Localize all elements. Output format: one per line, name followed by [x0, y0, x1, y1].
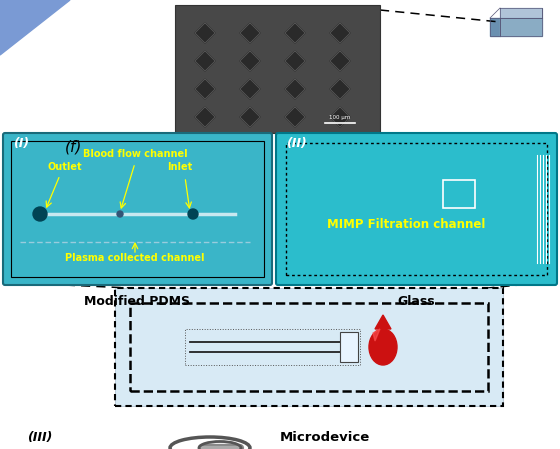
- Polygon shape: [500, 18, 542, 36]
- Polygon shape: [330, 23, 350, 43]
- Ellipse shape: [369, 329, 397, 365]
- Polygon shape: [285, 23, 305, 43]
- Circle shape: [33, 207, 47, 221]
- Text: Blood flow channel: Blood flow channel: [83, 149, 187, 159]
- Circle shape: [188, 209, 198, 219]
- Polygon shape: [330, 51, 350, 71]
- Text: MIMP Filtration channel: MIMP Filtration channel: [327, 218, 485, 231]
- Text: Outlet: Outlet: [47, 162, 82, 172]
- Text: Inlet: Inlet: [167, 162, 193, 172]
- Bar: [115, 288, 503, 406]
- Bar: [130, 303, 488, 391]
- Text: (III): (III): [27, 431, 53, 444]
- Polygon shape: [195, 79, 215, 99]
- Polygon shape: [0, 0, 70, 55]
- Polygon shape: [500, 8, 542, 18]
- Text: Microdevice: Microdevice: [280, 431, 370, 444]
- Bar: [115, 288, 503, 406]
- Polygon shape: [373, 329, 380, 341]
- Bar: [185, 329, 360, 365]
- Text: Plasma collected channel: Plasma collected channel: [66, 253, 205, 263]
- Bar: [340, 332, 358, 362]
- Text: Glass: Glass: [397, 295, 435, 308]
- Polygon shape: [330, 107, 350, 127]
- Polygon shape: [240, 107, 260, 127]
- Text: 100 μm: 100 μm: [329, 115, 351, 120]
- Polygon shape: [240, 79, 260, 99]
- Bar: [443, 180, 475, 208]
- Text: Modified PDMS: Modified PDMS: [84, 295, 190, 308]
- Text: (II): (II): [286, 137, 307, 150]
- Polygon shape: [490, 18, 500, 36]
- Polygon shape: [195, 51, 215, 71]
- Polygon shape: [330, 79, 350, 99]
- Polygon shape: [285, 107, 305, 127]
- Text: (f): (f): [65, 140, 82, 155]
- Polygon shape: [195, 107, 215, 127]
- Polygon shape: [195, 23, 215, 43]
- Bar: [175, 5, 380, 133]
- FancyBboxPatch shape: [276, 133, 557, 285]
- Polygon shape: [240, 23, 260, 43]
- FancyBboxPatch shape: [3, 133, 272, 285]
- Polygon shape: [285, 51, 305, 71]
- Polygon shape: [240, 51, 260, 71]
- Polygon shape: [285, 79, 305, 99]
- Circle shape: [117, 211, 123, 217]
- Polygon shape: [375, 315, 391, 329]
- Text: (I): (I): [13, 137, 29, 150]
